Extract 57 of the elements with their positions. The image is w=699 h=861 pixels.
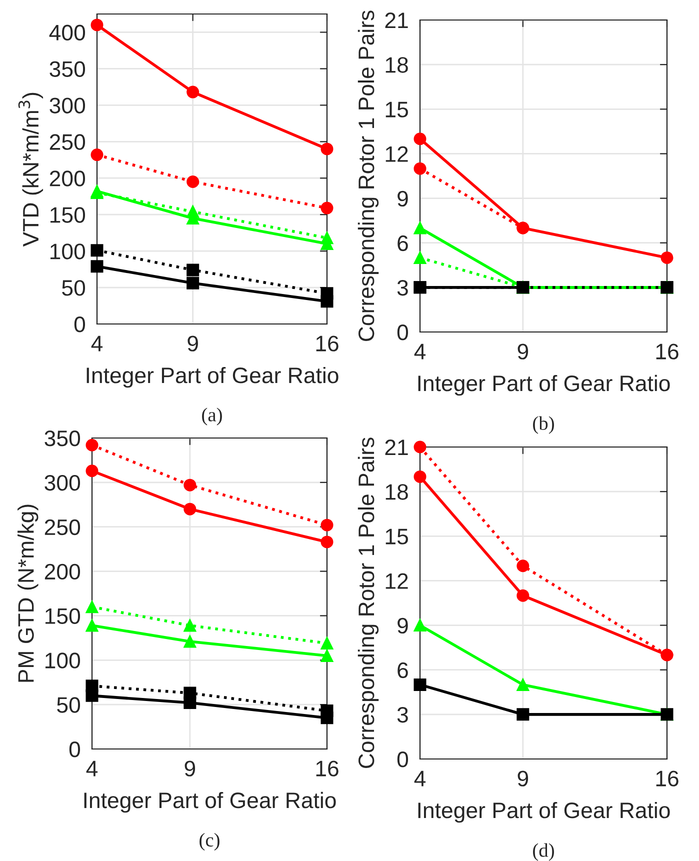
y-tick-label: 100 — [46, 652, 80, 668]
x-axis-title: Integer Part of Gear Ratio — [86, 366, 338, 388]
y-tick-label: 15 — [386, 102, 408, 118]
y-axis-title: Corresponding Rotor 1 Pole Pairs — [358, 10, 379, 341]
x-tick-label: 9 — [518, 344, 528, 360]
y-tick-label: 6 — [398, 662, 408, 678]
y-tick-label: 400 — [49, 24, 86, 41]
y-tick-label: 9 — [398, 618, 408, 634]
y-tick-label: 0 — [74, 316, 86, 332]
x-tick-label: 16 — [656, 770, 678, 786]
y-tick-label: 12 — [386, 146, 408, 162]
y-tick-label: 0 — [69, 742, 80, 758]
x-tick-label: 16 — [656, 344, 678, 360]
text: (b) — [533, 416, 554, 434]
x-tick-label: 4 — [86, 760, 98, 776]
x-tick-label: 16 — [316, 760, 338, 776]
y-tick-label: 3 — [397, 706, 408, 723]
y-tick-label: 100 — [50, 244, 86, 260]
y-tick-label: 12 — [386, 573, 408, 589]
y-tick-label: 21 — [385, 440, 408, 456]
x-axis-title: Integer Part of Gear Ratio — [418, 374, 670, 396]
text: (a) — [202, 408, 222, 426]
y-tick-label: 21 — [385, 12, 408, 28]
x-tick-label: 4 — [414, 770, 426, 786]
x-axis-title: Integer Part of Gear Ratio — [418, 802, 670, 823]
y-tick-label: 9 — [398, 190, 408, 207]
x-tick-label: 9 — [188, 336, 198, 352]
y-tick-label: 350 — [44, 430, 80, 446]
y-tick-label: 3 — [397, 280, 408, 296]
x-tick-label: 9 — [184, 760, 196, 776]
y-tick-label: 300 — [50, 98, 86, 114]
y-tick-label: 150 — [50, 207, 86, 223]
y-tick-label: 150 — [46, 608, 80, 624]
y-tick-label: 18 — [386, 484, 408, 500]
x-tick-label: 4 — [91, 336, 103, 352]
y-tick-label: 350 — [50, 61, 86, 77]
y-tick-label: 6 — [398, 235, 408, 252]
x-tick-label: 9 — [518, 770, 528, 786]
y-tick-label: 0 — [397, 324, 408, 340]
y-axis-title: VTD (kN*m/m$^{3}$) — [18, 92, 44, 247]
y-tick-label: 200 — [50, 170, 86, 186]
y-axis-title: Corresponding Rotor 1 Pole Pairs — [358, 438, 379, 768]
y-axis-title: PM GTD (N*m/kg) — [18, 504, 38, 682]
y-tick-label: 300 — [44, 474, 80, 491]
y-tick-label: 250 — [50, 134, 86, 150]
y-tick-label: 15 — [386, 528, 408, 544]
y-tick-label: 18 — [386, 57, 408, 73]
y-tick-label: 250 — [44, 519, 80, 536]
y-tick-label: 200 — [44, 564, 80, 580]
y-tick-label: 50 — [57, 697, 80, 713]
x-tick-label: 16 — [316, 336, 338, 352]
y-tick-label: 50 — [62, 280, 86, 296]
x-tick-label: 4 — [414, 344, 426, 360]
y-tick-label: 0 — [397, 752, 408, 768]
text: (c) — [200, 832, 220, 851]
x-axis-title: Integer Part of Gear Ratio — [84, 792, 336, 813]
text: (d) — [533, 843, 554, 861]
